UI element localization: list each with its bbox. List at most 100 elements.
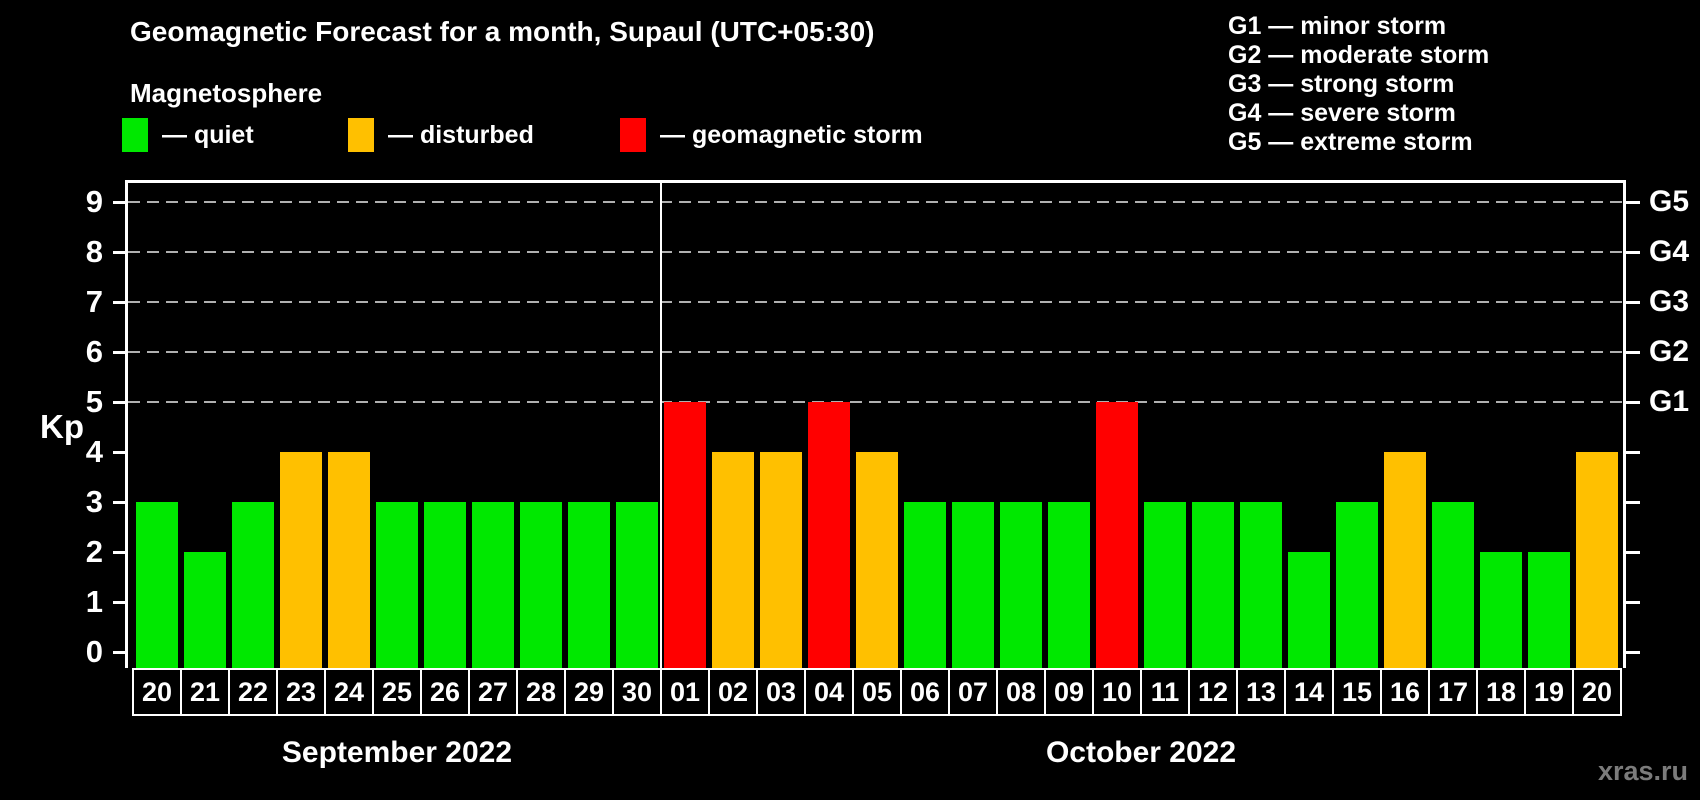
- left-tick-7: [113, 301, 125, 304]
- day-cell-october-11: 11: [1140, 668, 1190, 716]
- bar-october-08: [1000, 502, 1042, 668]
- bar-october-14: [1288, 552, 1330, 668]
- day-cell-october-20: 20: [1572, 668, 1622, 716]
- bar-september-20: [136, 502, 178, 668]
- day-cell-october-04: 04: [804, 668, 854, 716]
- day-cell-september-23: 23: [276, 668, 326, 716]
- bar-october-12: [1192, 502, 1234, 668]
- disturbed-color-swatch: [348, 118, 374, 152]
- left-tick-label-1: 1: [85, 584, 103, 619]
- left-tick-0: [113, 651, 125, 654]
- day-cell-october-18: 18: [1476, 668, 1526, 716]
- day-cell-october-07: 07: [948, 668, 998, 716]
- left-tick-label-8: 8: [85, 234, 103, 269]
- right-tick-1: [1626, 601, 1640, 604]
- plot-top-border: [125, 180, 1626, 183]
- month-divider: [660, 183, 662, 668]
- day-cell-october-01: 01: [660, 668, 710, 716]
- day-cell-october-09: 09: [1044, 668, 1094, 716]
- bar-october-09: [1048, 502, 1090, 668]
- bar-september-21: [184, 552, 226, 668]
- legend-item-disturbed: — disturbed: [348, 116, 534, 154]
- day-cell-october-17: 17: [1428, 668, 1478, 716]
- left-tick-label-5: 5: [85, 384, 103, 419]
- day-cell-october-16: 16: [1380, 668, 1430, 716]
- storm-color-swatch: [620, 118, 646, 152]
- gridline-kp6: [128, 351, 1623, 353]
- right-tick-5: [1626, 401, 1640, 404]
- left-tick-4: [113, 451, 125, 454]
- day-cell-october-03: 03: [756, 668, 806, 716]
- legend-label-disturbed: — disturbed: [388, 120, 534, 149]
- day-cell-september-22: 22: [228, 668, 278, 716]
- bar-september-29: [568, 502, 610, 668]
- g-legend-line-g3: G3 — strong storm: [1228, 70, 1455, 98]
- left-tick-label-4: 4: [85, 434, 103, 469]
- day-cell-september-29: 29: [564, 668, 614, 716]
- day-cell-september-25: 25: [372, 668, 422, 716]
- day-cell-october-08: 08: [996, 668, 1046, 716]
- right-tick-4: [1626, 451, 1640, 454]
- legend-item-storm: — geomagnetic storm: [620, 116, 923, 154]
- left-tick-label-9: 9: [85, 184, 103, 219]
- chart-title: Geomagnetic Forecast for a month, Supaul…: [130, 16, 875, 47]
- left-tick-8: [113, 251, 125, 254]
- right-tick-3: [1626, 501, 1640, 504]
- legend-label-quiet: — quiet: [162, 120, 254, 149]
- right-axis-label-g2: G2: [1649, 335, 1690, 368]
- left-tick-label-6: 6: [85, 334, 103, 369]
- left-tick-label-2: 2: [85, 534, 103, 569]
- day-cell-october-19: 19: [1524, 668, 1574, 716]
- day-cell-october-15: 15: [1332, 668, 1382, 716]
- month-label-september: September 2022: [281, 736, 513, 769]
- bar-october-03: [760, 452, 802, 668]
- bar-october-06: [904, 502, 946, 668]
- bar-october-07: [952, 502, 994, 668]
- day-cell-september-21: 21: [180, 668, 230, 716]
- kp-axis-label: Kp: [40, 408, 84, 445]
- right-tick-8: [1626, 251, 1640, 254]
- right-tick-2: [1626, 551, 1640, 554]
- left-tick-5: [113, 401, 125, 404]
- day-cell-september-26: 26: [420, 668, 470, 716]
- day-cell-october-06: 06: [900, 668, 950, 716]
- right-tick-0: [1626, 651, 1640, 654]
- y-axis-left: [125, 183, 128, 668]
- left-tick-label-0: 0: [85, 634, 103, 669]
- gridline-kp7: [128, 301, 1623, 303]
- bar-october-01: [664, 402, 706, 668]
- day-cell-september-27: 27: [468, 668, 518, 716]
- bar-september-24: [328, 452, 370, 668]
- right-axis-label-g1: G1: [1649, 385, 1690, 418]
- bar-september-28: [520, 502, 562, 668]
- right-axis-label-g3: G3: [1649, 285, 1690, 318]
- g-legend-line-g4: G4 — severe storm: [1228, 99, 1456, 127]
- day-cell-september-28: 28: [516, 668, 566, 716]
- bar-september-23: [280, 452, 322, 668]
- g-legend-line-g2: G2 — moderate storm: [1228, 41, 1490, 69]
- bar-october-02: [712, 452, 754, 668]
- bar-october-04: [808, 402, 850, 668]
- legend-item-quiet: — quiet: [122, 116, 254, 154]
- right-axis-label-g4: G4: [1649, 235, 1690, 268]
- gridline-kp9: [128, 201, 1623, 203]
- left-tick-3: [113, 501, 125, 504]
- bar-september-30: [616, 502, 658, 668]
- bar-september-25: [376, 502, 418, 668]
- bar-october-18: [1480, 552, 1522, 668]
- legend-label-storm: — geomagnetic storm: [660, 120, 923, 149]
- y-axis-right: [1623, 183, 1626, 668]
- month-label-october: October 2022: [1045, 736, 1237, 769]
- left-tick-1: [113, 601, 125, 604]
- g-legend-line-g5: G5 — extreme storm: [1228, 128, 1473, 156]
- day-cell-september-30: 30: [612, 668, 662, 716]
- right-axis-label-g5: G5: [1649, 185, 1690, 218]
- bar-september-26: [424, 502, 466, 668]
- left-tick-9: [113, 201, 125, 204]
- bar-october-15: [1336, 502, 1378, 668]
- bar-october-13: [1240, 502, 1282, 668]
- quiet-color-swatch: [122, 118, 148, 152]
- magnetosphere-label: Magnetosphere: [130, 78, 323, 108]
- bar-september-22: [232, 502, 274, 668]
